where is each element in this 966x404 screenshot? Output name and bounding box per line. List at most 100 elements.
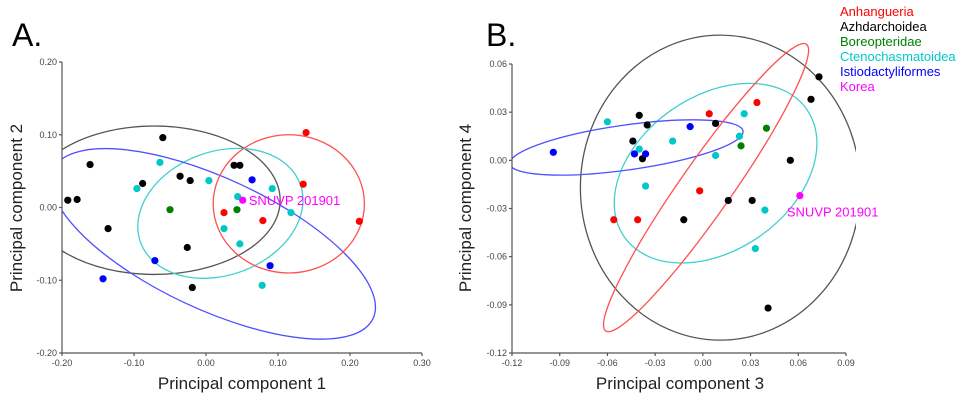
panel-b-point-azhdarchoidea xyxy=(711,119,720,128)
panel-a-point-ctenochasmatoidea xyxy=(156,158,164,166)
panel-b-point-anhangueria xyxy=(705,110,713,118)
panel-a-x-tick-label: 0.10 xyxy=(269,358,287,368)
panel-a-xlabel: Principal component 1 xyxy=(158,374,326,393)
panel-b-point-istiodactyliformes xyxy=(642,150,650,158)
panel-b-x-tick-label: -0.09 xyxy=(549,358,570,368)
panel-a-point-azhdarchoidea xyxy=(139,179,147,188)
panel-b-point-azhdarchoidea xyxy=(807,95,815,103)
panel-a-x-tick-label: 0.00 xyxy=(197,358,215,368)
panel-b-ellipse-ctenochasmatoidea xyxy=(613,82,818,264)
panel-a-point-ctenochasmatoidea xyxy=(133,184,141,193)
panel-a-point-azhdarchoidea xyxy=(186,176,194,185)
panel-a-point-azhdarchoidea xyxy=(64,196,72,204)
panel-a-ellipse-istiodactyliformes xyxy=(62,147,377,340)
panel-a-x-tick-label: 0.20 xyxy=(341,358,359,368)
panel-a-point-istiodactyliformes xyxy=(99,275,107,283)
panel-b-y-tick-label: -0.09 xyxy=(486,300,507,310)
panel-b-y-tick-label: -0.12 xyxy=(486,348,507,358)
panel-a-ylabel: Principal component 2 xyxy=(7,124,26,292)
panel-a-point-azhdarchoidea xyxy=(159,134,167,142)
panel-a-point-azhdarchoidea xyxy=(86,160,94,169)
panel-b-point-azhdarchoidea xyxy=(680,216,688,224)
legend-entry-boreopteridae: Boreopteridae xyxy=(840,34,922,49)
panel-a-point-azhdarchoidea xyxy=(188,283,196,292)
panel-a-point-azhdarchoidea xyxy=(104,224,112,233)
panel-a-point-ctenochasmatoidea xyxy=(234,192,242,201)
panel-b-x-tick-label: 0.03 xyxy=(742,358,760,368)
panel-b-ellipse-anhangueria xyxy=(602,42,810,333)
legend-entry-azhdarchoidea: Azhdarchoidea xyxy=(840,19,927,34)
panel-b-xlabel: Principal component 3 xyxy=(596,374,764,393)
panel-b-x-tick-label: 0.00 xyxy=(694,358,712,368)
panel-b-x-tick-label: -0.06 xyxy=(597,358,618,368)
panel-a-point-ctenochasmatoidea xyxy=(268,184,276,193)
panel-b-point-azhdarchoidea xyxy=(748,196,756,205)
panel-a-points xyxy=(64,128,363,292)
panel-a-point-azhdarchoidea xyxy=(73,195,81,204)
legend-entry-anhangueria: Anhangueria xyxy=(840,4,914,19)
panel-a-x-tick-label: -0.10 xyxy=(124,358,145,368)
panel-a-ellipse-anhangueria xyxy=(212,134,366,274)
panel-b-point-anhangueria xyxy=(753,98,761,107)
legend-entry-istiodactyliformes: Istiodactyliformes xyxy=(840,64,941,79)
panel-b-point-ctenochasmatoidea xyxy=(761,206,769,214)
panel-a-point-boreopteridae xyxy=(166,206,174,214)
panel-b-annotation: SNUVP 201901 xyxy=(787,205,879,220)
panel-a-point-azhdarchoidea xyxy=(230,161,238,169)
panel-b-x-tick-label: -0.12 xyxy=(502,358,523,368)
panel-b-y-tick-label: -0.03 xyxy=(486,204,507,214)
panel-b-y-tick-label: 0.06 xyxy=(489,59,507,69)
panel-a-point-anhangueria xyxy=(259,216,267,225)
panel-b-point-ctenochasmatoidea xyxy=(735,132,744,140)
panel-b-point-azhdarchoidea xyxy=(724,196,732,205)
panel-a-point-anhangueria xyxy=(302,128,310,137)
panel-a-point-ctenochasmatoidea xyxy=(287,208,295,217)
panel-b-point-azhdarchoidea xyxy=(764,304,772,312)
panel-b-point-ctenochasmatoidea xyxy=(751,245,759,253)
panel-b-ellipse-istiodactyliformes xyxy=(512,119,744,176)
panel-b-x-tick-label: -0.03 xyxy=(645,358,666,368)
panel-a-point-azhdarchoidea xyxy=(183,243,191,252)
panel-a-point-azhdarchoidea xyxy=(176,172,184,180)
panel-b-point-ctenochasmatoidea xyxy=(711,151,720,160)
panel-b-y-tick-label: 0.00 xyxy=(489,155,507,165)
panel-a-point-ctenochasmatoidea xyxy=(220,224,228,233)
panel-b-ylabel: Principal component 4 xyxy=(456,124,475,292)
panel-a-ellipse-azhdarchoidea xyxy=(62,125,281,276)
panel-a-ellipses xyxy=(62,125,377,340)
panel-b-x-tick-label: 0.09 xyxy=(837,358,855,368)
panel-a-point-anhangueria xyxy=(355,217,363,225)
panel-b: B. -0.12 -0.09 -0.06 -0.03 0.00 0.03 0.06 0.09 0… xyxy=(456,17,878,393)
panel-b-point-azhdarchoidea xyxy=(786,156,794,164)
panel-a-point-istiodactyliformes xyxy=(248,176,256,184)
legend-entry-korea: Korea xyxy=(840,79,875,94)
panel-b-y-tick-label: 0.03 xyxy=(489,107,507,117)
panel-b-point-istiodactyliformes xyxy=(630,150,639,158)
panel-a-point-boreopteridae xyxy=(233,206,241,214)
panel-a: A. -0.20 -0.10 0.00 0.10 0.20 0.30 0.20 0.10 0.0… xyxy=(7,17,431,393)
panel-b-point-ctenochasmatoidea xyxy=(669,137,677,145)
panel-b-point-azhdarchoidea xyxy=(815,73,823,81)
panel-a-point-anhangueria xyxy=(299,180,307,188)
panel-a-point-istiodactyliformes xyxy=(151,257,159,265)
panel-a-axes: -0.20 -0.10 0.00 0.10 0.20 0.30 0.20 0.10 0.00 -0… xyxy=(36,57,430,368)
panel-a-y-tick-label: 0.20 xyxy=(39,57,57,67)
panel-b-points xyxy=(549,73,823,312)
panel-a-point-korea xyxy=(239,196,247,204)
legend-entry-ctenochasmatoidea: Ctenochasmatoidea xyxy=(840,49,956,64)
panel-b-ellipses xyxy=(512,34,856,341)
panel-b-point-korea xyxy=(796,192,804,200)
panel-b-point-boreopteridae xyxy=(737,142,745,150)
panel-a-point-azhdarchoidea xyxy=(236,161,244,169)
panel-b-point-anhangueria xyxy=(634,216,642,224)
panel-b-label: B. xyxy=(486,17,516,53)
panel-b-point-istiodactyliformes xyxy=(686,123,694,131)
panel-a-x-tick-label: -0.20 xyxy=(52,358,73,368)
panel-b-x-tick-label: 0.06 xyxy=(790,358,808,368)
panel-b-point-istiodactyliformes xyxy=(549,148,557,156)
panel-b-axes: -0.12 -0.09 -0.06 -0.03 0.00 0.03 0.06 0.09 0.06… xyxy=(486,59,854,368)
panel-a-point-istiodactyliformes xyxy=(266,262,274,270)
panel-a-x-tick-label: 0.30 xyxy=(413,358,431,368)
panel-b-point-azhdarchoidea xyxy=(635,111,643,119)
